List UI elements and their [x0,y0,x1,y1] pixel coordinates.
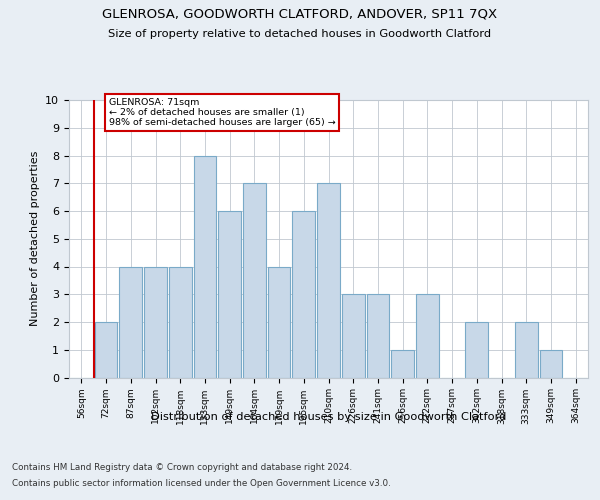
Bar [119,266,142,378]
Bar [367,294,389,378]
Bar [292,211,315,378]
Bar [218,211,241,378]
Text: Size of property relative to detached houses in Goodworth Clatford: Size of property relative to detached ho… [109,29,491,39]
Bar [169,266,191,378]
Text: Contains public sector information licensed under the Open Government Licence v3: Contains public sector information licen… [12,478,391,488]
Bar [416,294,439,378]
Bar [144,266,167,378]
Text: GLENROSA, GOODWORTH CLATFORD, ANDOVER, SP11 7QX: GLENROSA, GOODWORTH CLATFORD, ANDOVER, S… [103,8,497,20]
Bar [317,183,340,378]
Bar [243,183,266,378]
Bar [95,322,118,378]
Bar [515,322,538,378]
Bar [194,156,216,378]
Bar [342,294,365,378]
Text: Contains HM Land Registry data © Crown copyright and database right 2024.: Contains HM Land Registry data © Crown c… [12,464,352,472]
Bar [268,266,290,378]
Bar [466,322,488,378]
Text: GLENROSA: 71sqm
← 2% of detached houses are smaller (1)
98% of semi-detached hou: GLENROSA: 71sqm ← 2% of detached houses … [109,98,335,128]
Bar [391,350,414,378]
Bar [539,350,562,378]
Text: Distribution of detached houses by size in Goodworth Clatford: Distribution of detached houses by size … [151,412,506,422]
Y-axis label: Number of detached properties: Number of detached properties [30,151,40,326]
